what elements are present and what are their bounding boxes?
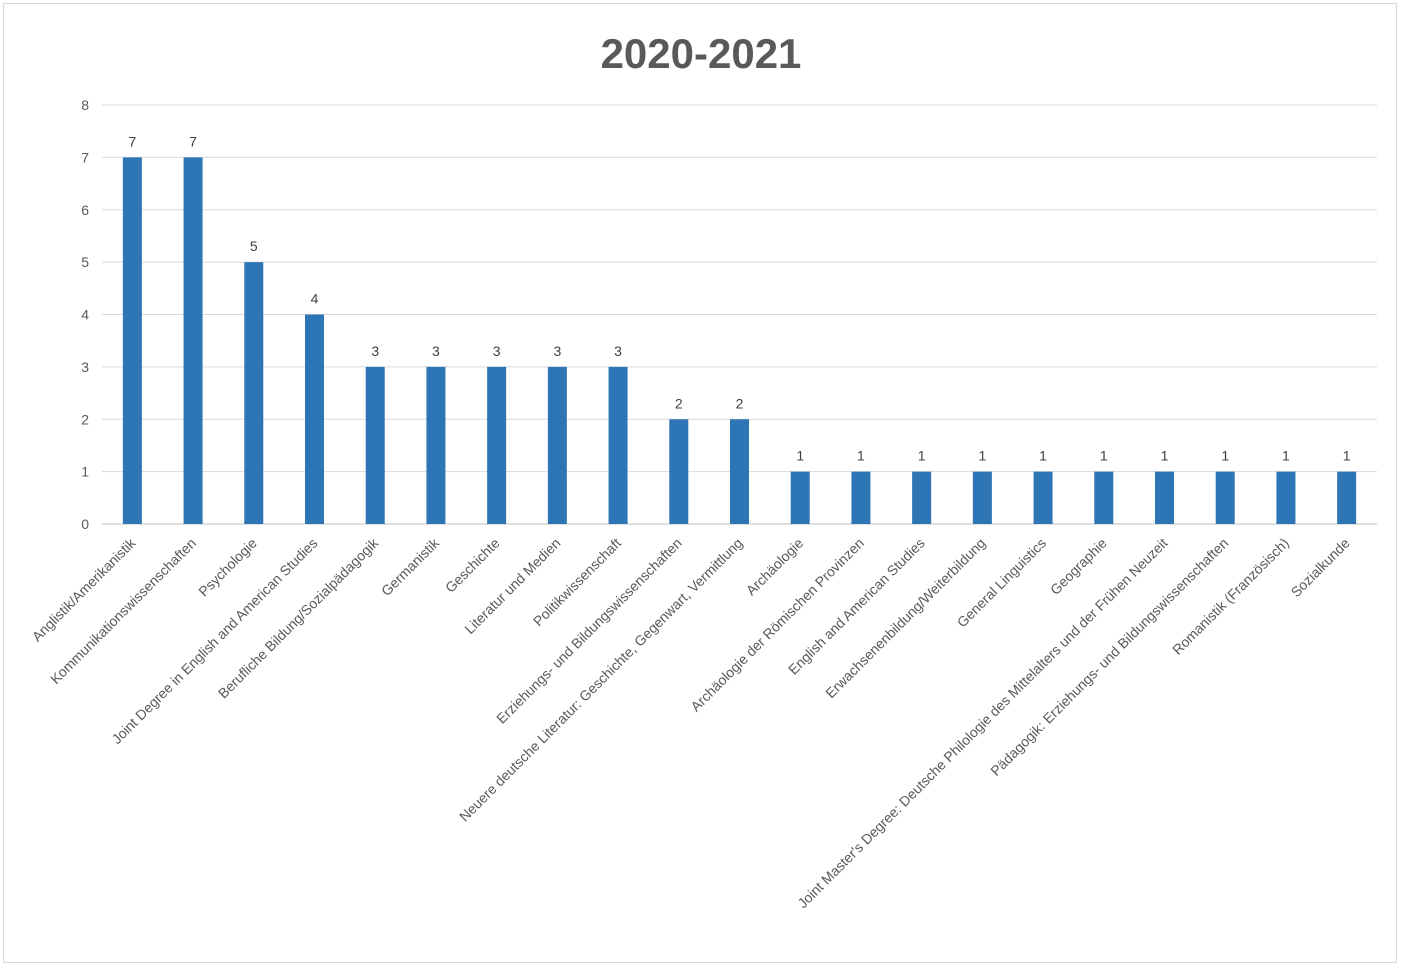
x-category-label: Neuere deutsche Literatur: Geschichte, G… bbox=[456, 535, 746, 825]
chart-title: 2020-2021 bbox=[601, 30, 802, 77]
bar-chart: 2020-2021 0 1 2 3 4 5 6 7 8 7 7 5 4 3 3 3 3 3 2 2 1 1 1 1 1 1 1 1 1… bbox=[29, 30, 1377, 911]
bar bbox=[1094, 471, 1114, 524]
data-label: 3 bbox=[371, 343, 379, 359]
data-label: 4 bbox=[311, 291, 319, 307]
bar bbox=[912, 471, 932, 524]
bar bbox=[1337, 471, 1357, 524]
x-category-label: Sozialkunde bbox=[1288, 535, 1353, 600]
bar bbox=[730, 419, 749, 524]
data-label: 1 bbox=[918, 448, 926, 464]
bars bbox=[122, 157, 1357, 524]
chart-frame: 2020-2021 0 1 2 3 4 5 6 7 8 7 7 5 4 3 3 3 3 3 2 2 1 1 1 1 1 1 1 1 1… bbox=[3, 3, 1397, 963]
bar bbox=[305, 314, 324, 524]
y-tick-label: 8 bbox=[81, 97, 89, 113]
bar bbox=[851, 471, 871, 524]
data-label: 1 bbox=[796, 448, 804, 464]
bar bbox=[1155, 471, 1174, 524]
data-label: 3 bbox=[432, 343, 440, 359]
bar bbox=[183, 157, 203, 524]
y-tick-label: 7 bbox=[81, 149, 89, 165]
data-label: 7 bbox=[128, 133, 136, 149]
x-category-label: Romanistik (Französisch) bbox=[1169, 535, 1292, 658]
data-label: 1 bbox=[978, 448, 986, 464]
x-axis-categories: Anglistik/AmerikanistikKommunikationswis… bbox=[29, 534, 1353, 911]
data-label: 3 bbox=[553, 343, 561, 359]
data-label: 1 bbox=[1221, 448, 1229, 464]
data-label: 1 bbox=[857, 448, 865, 464]
data-label: 3 bbox=[493, 343, 501, 359]
x-category-label: Archäologie bbox=[743, 535, 807, 599]
bar bbox=[790, 471, 810, 524]
y-tick-label: 0 bbox=[81, 516, 89, 532]
bar bbox=[547, 366, 567, 524]
y-tick-label: 5 bbox=[81, 254, 89, 270]
x-category-label: Psychologie bbox=[195, 535, 260, 600]
x-category-label: Joint Degree in English and American Stu… bbox=[108, 535, 320, 747]
y-tick-label: 3 bbox=[81, 359, 89, 375]
bar bbox=[608, 366, 628, 524]
x-category-label: Geschichte bbox=[442, 535, 503, 596]
bar bbox=[426, 366, 446, 524]
x-category-label: Germanistik bbox=[378, 534, 443, 599]
data-label: 1 bbox=[1282, 448, 1290, 464]
y-tick-label: 6 bbox=[81, 202, 89, 218]
y-tick-label: 4 bbox=[81, 307, 89, 323]
data-label: 5 bbox=[250, 238, 258, 254]
bar bbox=[365, 366, 385, 524]
data-label: 3 bbox=[614, 343, 622, 359]
y-tick-label: 2 bbox=[81, 411, 89, 427]
data-label: 1 bbox=[1100, 448, 1108, 464]
bar bbox=[1276, 471, 1296, 524]
y-axis-ticks: 0 1 2 3 4 5 6 7 8 bbox=[81, 97, 89, 532]
x-category-label: Anglistik/Amerikanistik bbox=[29, 534, 139, 644]
bar bbox=[122, 157, 142, 524]
data-label: 2 bbox=[736, 395, 744, 411]
data-label: 1 bbox=[1039, 448, 1047, 464]
bar bbox=[669, 419, 689, 524]
bar bbox=[487, 366, 507, 524]
bar bbox=[972, 471, 992, 524]
data-label: 1 bbox=[1161, 448, 1169, 464]
data-label: 7 bbox=[189, 133, 197, 149]
y-tick-label: 1 bbox=[81, 464, 89, 480]
bar bbox=[244, 262, 264, 524]
x-category-label: Geographie bbox=[1047, 535, 1110, 598]
bar bbox=[1033, 471, 1053, 524]
data-label: 1 bbox=[1343, 448, 1351, 464]
data-label: 2 bbox=[675, 395, 683, 411]
bar bbox=[1215, 471, 1235, 524]
data-labels: 7 7 5 4 3 3 3 3 3 2 2 1 1 1 1 1 1 1 1 1 1 bbox=[128, 133, 1350, 463]
